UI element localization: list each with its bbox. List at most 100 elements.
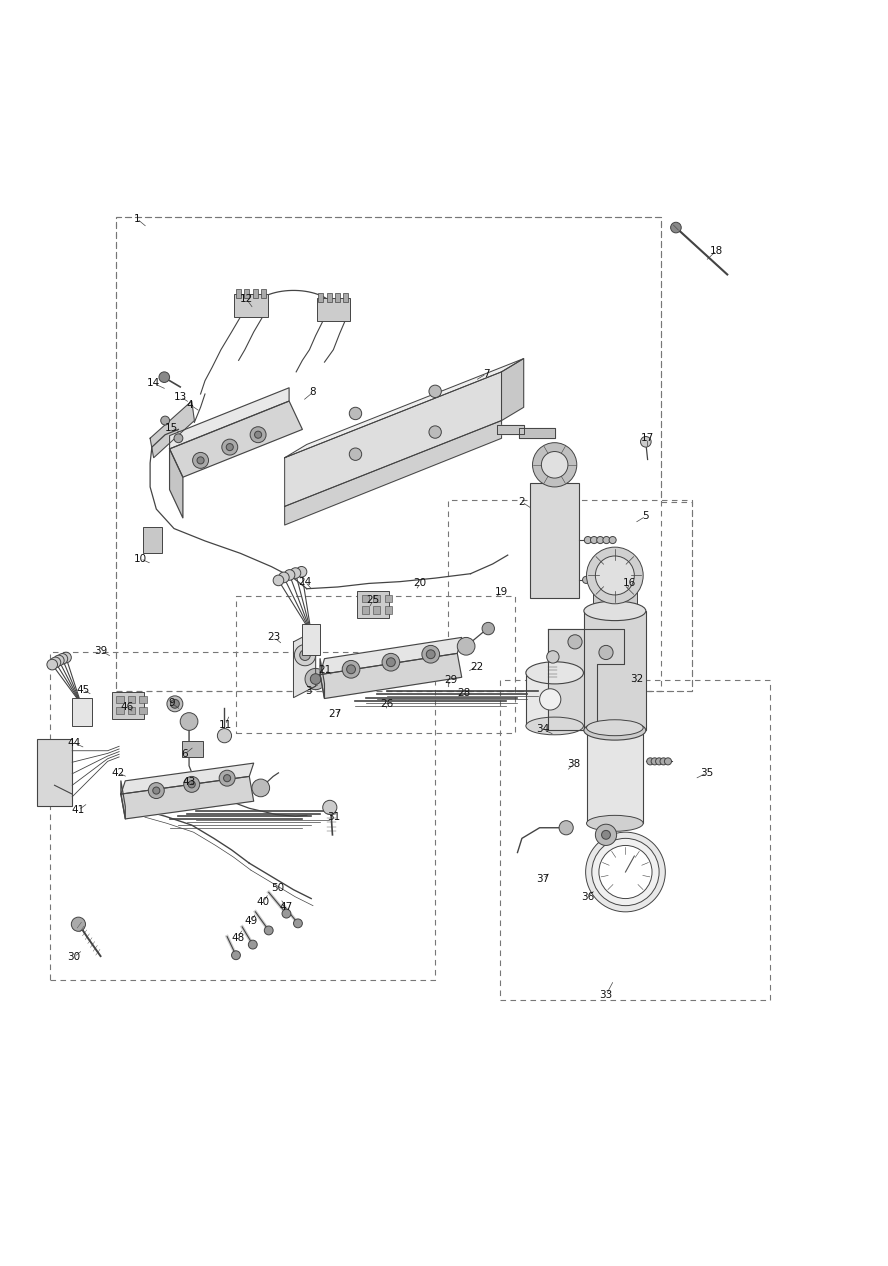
Polygon shape bbox=[320, 658, 324, 699]
Circle shape bbox=[60, 652, 71, 663]
Text: 44: 44 bbox=[67, 738, 81, 748]
Bar bbox=[112, 693, 144, 719]
Text: 46: 46 bbox=[121, 703, 134, 713]
Circle shape bbox=[294, 919, 303, 928]
Circle shape bbox=[591, 537, 598, 543]
Bar bbox=[357, 591, 389, 618]
Bar bbox=[335, 292, 340, 301]
Text: 17: 17 bbox=[641, 433, 654, 443]
Text: 20: 20 bbox=[414, 579, 426, 589]
Text: 49: 49 bbox=[244, 915, 258, 925]
Circle shape bbox=[386, 658, 395, 667]
Text: 11: 11 bbox=[218, 720, 232, 730]
Ellipse shape bbox=[584, 720, 646, 741]
Circle shape bbox=[349, 448, 361, 461]
Circle shape bbox=[57, 653, 67, 665]
Circle shape bbox=[188, 781, 195, 787]
Text: 48: 48 bbox=[231, 933, 244, 942]
Circle shape bbox=[595, 824, 616, 846]
Circle shape bbox=[219, 770, 235, 786]
Circle shape bbox=[265, 925, 274, 934]
Polygon shape bbox=[549, 629, 623, 730]
Circle shape bbox=[159, 372, 170, 382]
Circle shape bbox=[297, 566, 307, 577]
Polygon shape bbox=[121, 763, 254, 794]
Text: 45: 45 bbox=[76, 685, 90, 695]
Bar bbox=[530, 482, 579, 598]
Text: 29: 29 bbox=[445, 675, 457, 685]
Bar bbox=[116, 216, 661, 690]
Ellipse shape bbox=[526, 717, 583, 734]
Polygon shape bbox=[519, 428, 555, 438]
Text: 32: 32 bbox=[630, 674, 644, 684]
Polygon shape bbox=[170, 449, 183, 518]
Circle shape bbox=[583, 576, 590, 584]
Text: 23: 23 bbox=[267, 633, 281, 642]
Bar bbox=[448, 500, 692, 690]
Circle shape bbox=[232, 951, 241, 960]
Text: 14: 14 bbox=[147, 379, 160, 389]
Text: 39: 39 bbox=[94, 646, 107, 656]
Circle shape bbox=[655, 758, 662, 765]
Bar bbox=[316, 299, 350, 322]
Circle shape bbox=[222, 439, 238, 454]
Bar bbox=[234, 294, 268, 316]
Polygon shape bbox=[285, 420, 502, 525]
Circle shape bbox=[224, 775, 231, 781]
Circle shape bbox=[568, 634, 583, 649]
Circle shape bbox=[589, 576, 596, 584]
Circle shape bbox=[180, 713, 198, 730]
Bar bbox=[261, 289, 266, 298]
Circle shape bbox=[300, 649, 310, 661]
Bar bbox=[36, 739, 72, 805]
Bar bbox=[373, 595, 380, 603]
Text: 24: 24 bbox=[298, 576, 312, 586]
Polygon shape bbox=[170, 401, 303, 477]
Circle shape bbox=[660, 758, 667, 765]
Circle shape bbox=[310, 674, 321, 685]
Circle shape bbox=[50, 657, 60, 667]
Text: 22: 22 bbox=[470, 662, 483, 672]
Bar bbox=[344, 292, 348, 301]
Circle shape bbox=[295, 644, 315, 666]
Circle shape bbox=[429, 425, 441, 438]
Polygon shape bbox=[320, 653, 462, 699]
Bar bbox=[244, 289, 250, 298]
Text: 47: 47 bbox=[280, 903, 293, 913]
Circle shape bbox=[584, 537, 591, 543]
Circle shape bbox=[559, 820, 574, 834]
Bar bbox=[327, 292, 331, 301]
Circle shape bbox=[255, 432, 262, 438]
Text: 30: 30 bbox=[67, 952, 81, 962]
Text: 2: 2 bbox=[519, 498, 525, 506]
Bar bbox=[253, 289, 258, 298]
Text: 15: 15 bbox=[165, 423, 178, 433]
Text: 16: 16 bbox=[623, 579, 637, 589]
Text: 8: 8 bbox=[310, 387, 316, 398]
Text: 3: 3 bbox=[305, 686, 312, 695]
Text: 42: 42 bbox=[112, 768, 125, 777]
Circle shape bbox=[342, 661, 360, 679]
Polygon shape bbox=[285, 358, 524, 458]
Circle shape bbox=[249, 941, 258, 950]
Circle shape bbox=[595, 556, 634, 595]
Text: 21: 21 bbox=[318, 665, 331, 675]
Circle shape bbox=[542, 452, 568, 479]
Text: 38: 38 bbox=[567, 760, 581, 768]
Text: 25: 25 bbox=[367, 595, 380, 605]
Text: 7: 7 bbox=[483, 368, 490, 379]
Circle shape bbox=[197, 457, 204, 463]
Circle shape bbox=[599, 846, 652, 899]
Circle shape bbox=[153, 787, 160, 794]
Text: 26: 26 bbox=[380, 699, 393, 709]
Text: 37: 37 bbox=[536, 874, 550, 884]
Circle shape bbox=[664, 758, 671, 765]
Polygon shape bbox=[150, 401, 194, 458]
Text: 4: 4 bbox=[186, 400, 194, 410]
Bar bbox=[318, 292, 323, 301]
Circle shape bbox=[71, 917, 85, 932]
Circle shape bbox=[170, 699, 179, 708]
Circle shape bbox=[595, 576, 602, 584]
Circle shape bbox=[167, 696, 183, 711]
Text: 5: 5 bbox=[643, 511, 649, 522]
